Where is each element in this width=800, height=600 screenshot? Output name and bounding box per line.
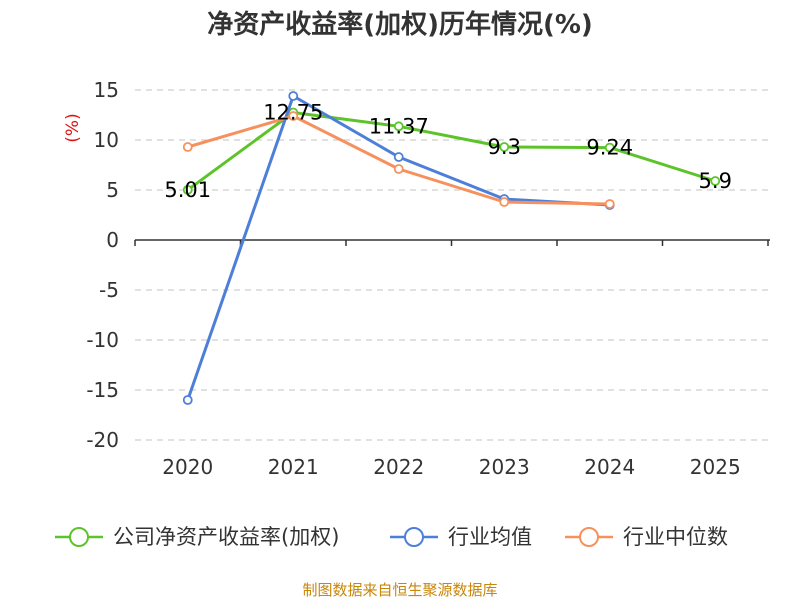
legend-item-2[interactable]: 行业中位数 [565, 525, 728, 549]
data-point[interactable] [395, 153, 403, 161]
legend-item-0[interactable]: 公司净资产收益率(加权) [55, 525, 339, 549]
y-tick-label: -10 [86, 328, 119, 352]
legend-marker [405, 528, 423, 546]
x-tick-label: 2025 [690, 455, 741, 479]
y-axis-label: (%) [63, 113, 83, 142]
data-label: 9.24 [586, 136, 633, 160]
data-label: 9.3 [488, 135, 521, 159]
y-tick-label: 10 [94, 128, 119, 152]
x-tick-label: 2020 [162, 455, 213, 479]
y-tick-label: -15 [86, 378, 119, 402]
legend-label: 行业中位数 [623, 525, 728, 549]
legend-label: 行业均值 [448, 525, 532, 549]
data-label: 5.01 [164, 178, 211, 202]
data-labels: 5.01 12.75 11.37 9.3 9.24 5.9 [164, 101, 732, 202]
legend-marker [580, 528, 598, 546]
series-layer [184, 92, 720, 404]
legend-item-1[interactable]: 行业均值 [390, 525, 532, 549]
legend-marker [70, 528, 88, 546]
x-tick-label: 2024 [584, 455, 635, 479]
y-tick-label: -5 [99, 278, 119, 302]
y-tick-label: 15 [94, 78, 119, 102]
legend-label: 公司净资产收益率(加权) [113, 525, 339, 549]
y-tick-label: 0 [106, 228, 119, 252]
x-tick-label: 2021 [268, 455, 319, 479]
y-tick-label: 5 [106, 178, 119, 202]
data-point[interactable] [184, 143, 192, 151]
data-label: 11.37 [369, 114, 429, 138]
data-point[interactable] [500, 198, 508, 206]
x-tick-label: 2022 [373, 455, 424, 479]
chart-canvas: 净资产收益率(加权)历年情况(%) (%) 15 10 5 0 -5 -10 -15 -20 2… [0, 0, 800, 600]
legend[interactable]: 公司净资产收益率(加权) 行业均值 行业中位数 [55, 525, 728, 549]
chart-title: 净资产收益率(加权)历年情况(%) [207, 9, 593, 40]
data-point[interactable] [395, 165, 403, 173]
y-tick-label: -20 [86, 428, 119, 452]
grid-lines [135, 90, 768, 440]
data-point[interactable] [289, 92, 297, 100]
source-note: 制图数据来自恒生聚源数据库 [302, 581, 497, 599]
data-label: 5.9 [699, 169, 732, 193]
data-point[interactable] [184, 396, 192, 404]
data-point[interactable] [606, 200, 614, 208]
x-tick-label: 2023 [479, 455, 530, 479]
data-label: 12.75 [263, 101, 323, 125]
